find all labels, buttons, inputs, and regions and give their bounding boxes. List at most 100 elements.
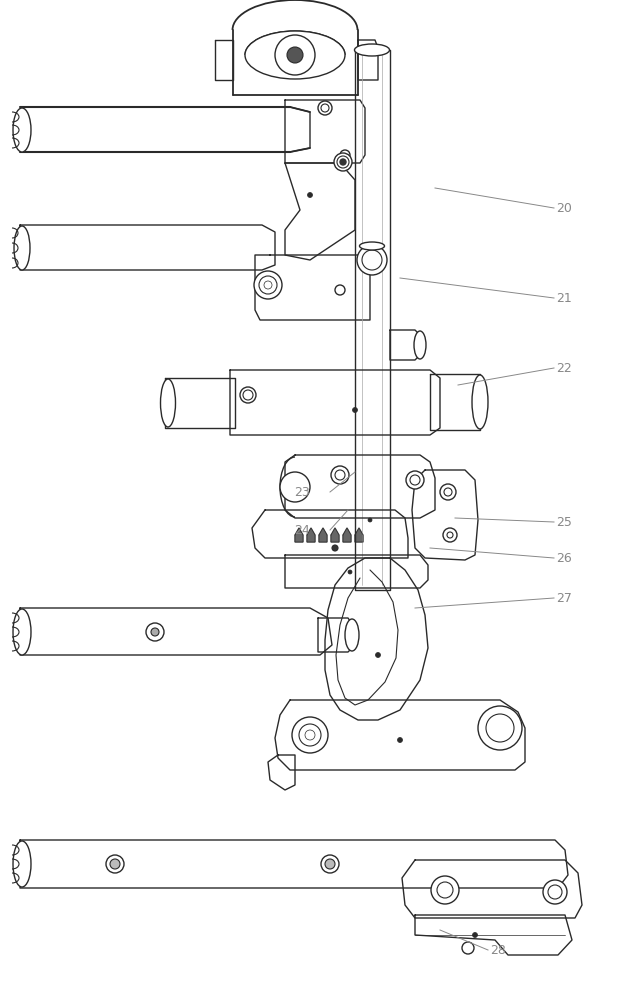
Text: 22: 22 xyxy=(556,361,572,374)
Polygon shape xyxy=(295,528,303,542)
Polygon shape xyxy=(22,107,310,152)
Circle shape xyxy=(376,652,381,658)
Circle shape xyxy=(548,885,562,899)
Circle shape xyxy=(368,518,372,522)
Circle shape xyxy=(305,730,315,740)
Polygon shape xyxy=(252,510,408,558)
Circle shape xyxy=(478,706,522,750)
Circle shape xyxy=(362,250,382,270)
Circle shape xyxy=(275,35,315,75)
Circle shape xyxy=(462,942,474,954)
Text: 24: 24 xyxy=(294,524,310,536)
Circle shape xyxy=(259,276,277,294)
Text: 25: 25 xyxy=(556,516,572,528)
Circle shape xyxy=(335,470,345,480)
Circle shape xyxy=(543,880,567,904)
Polygon shape xyxy=(165,378,235,428)
Ellipse shape xyxy=(472,375,488,429)
Polygon shape xyxy=(355,528,363,542)
Ellipse shape xyxy=(13,108,31,152)
Circle shape xyxy=(110,859,120,869)
Ellipse shape xyxy=(13,609,31,655)
Circle shape xyxy=(357,245,387,275)
Polygon shape xyxy=(325,558,428,720)
Circle shape xyxy=(321,104,329,112)
Circle shape xyxy=(440,484,456,500)
Circle shape xyxy=(472,932,477,938)
Polygon shape xyxy=(215,40,233,80)
Circle shape xyxy=(332,545,338,551)
Polygon shape xyxy=(402,860,582,918)
Circle shape xyxy=(340,159,346,165)
Circle shape xyxy=(447,532,453,538)
Circle shape xyxy=(325,859,335,869)
Polygon shape xyxy=(412,470,478,560)
Text: 28: 28 xyxy=(490,944,506,956)
Circle shape xyxy=(431,876,459,904)
Circle shape xyxy=(331,466,349,484)
Polygon shape xyxy=(285,100,365,163)
Polygon shape xyxy=(285,455,435,518)
Polygon shape xyxy=(20,225,275,270)
Polygon shape xyxy=(285,555,428,588)
Circle shape xyxy=(299,724,321,746)
Polygon shape xyxy=(390,330,420,360)
Ellipse shape xyxy=(354,44,389,56)
Circle shape xyxy=(335,285,345,295)
Circle shape xyxy=(292,717,328,753)
Circle shape xyxy=(318,101,332,115)
Circle shape xyxy=(437,882,453,898)
Ellipse shape xyxy=(14,226,30,270)
Polygon shape xyxy=(230,370,440,435)
Ellipse shape xyxy=(13,841,31,887)
Text: 23: 23 xyxy=(294,486,310,498)
Ellipse shape xyxy=(245,31,345,79)
Circle shape xyxy=(444,488,452,496)
Text: 27: 27 xyxy=(556,591,572,604)
Polygon shape xyxy=(355,50,390,590)
Circle shape xyxy=(337,156,349,168)
Polygon shape xyxy=(343,528,351,542)
Polygon shape xyxy=(275,700,525,770)
Circle shape xyxy=(254,271,282,299)
Polygon shape xyxy=(20,608,332,655)
Circle shape xyxy=(106,855,124,873)
Polygon shape xyxy=(307,528,315,542)
Polygon shape xyxy=(268,755,295,790)
Ellipse shape xyxy=(161,379,176,427)
Ellipse shape xyxy=(345,619,359,651)
Circle shape xyxy=(406,471,424,489)
Circle shape xyxy=(146,623,164,641)
Polygon shape xyxy=(255,255,370,320)
Circle shape xyxy=(280,472,310,502)
Polygon shape xyxy=(430,374,480,430)
Circle shape xyxy=(340,150,350,160)
Ellipse shape xyxy=(414,331,426,359)
Circle shape xyxy=(240,387,256,403)
Circle shape xyxy=(410,475,420,485)
Circle shape xyxy=(334,153,352,171)
Circle shape xyxy=(264,281,272,289)
Circle shape xyxy=(486,714,514,742)
Polygon shape xyxy=(319,528,327,542)
Circle shape xyxy=(321,855,339,873)
Polygon shape xyxy=(20,840,568,888)
Text: 26: 26 xyxy=(556,552,572,564)
Polygon shape xyxy=(318,618,355,652)
Polygon shape xyxy=(358,40,378,80)
Circle shape xyxy=(287,47,303,63)
Circle shape xyxy=(308,192,313,198)
Circle shape xyxy=(348,570,352,574)
Circle shape xyxy=(397,738,402,742)
Polygon shape xyxy=(22,107,310,152)
Text: 21: 21 xyxy=(556,292,572,304)
Polygon shape xyxy=(285,163,355,260)
Circle shape xyxy=(151,628,159,636)
Circle shape xyxy=(443,528,457,542)
Polygon shape xyxy=(233,30,358,95)
Circle shape xyxy=(243,390,253,400)
Text: 20: 20 xyxy=(556,202,572,215)
Polygon shape xyxy=(331,528,339,542)
Circle shape xyxy=(353,408,358,412)
Ellipse shape xyxy=(359,242,384,250)
